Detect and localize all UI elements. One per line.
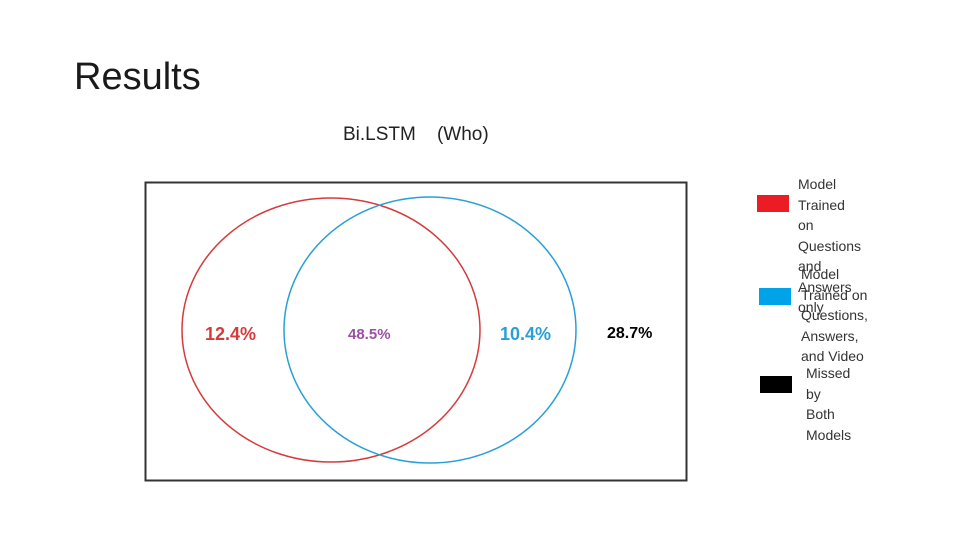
chart-title: Bi.LSTM (Who) [343,124,489,145]
legend-label-qa-line-3: Answers only [798,278,852,316]
legend-label-video: Model Trained on Questions, Answers, and… [801,264,868,367]
venn-circle-video [283,196,577,464]
venn-label-both: 48.5% [348,326,391,343]
legend-label-qa-line-2: Questions and [798,237,862,275]
legend-label-missed: Missed by Both Models [806,363,851,445]
venn-label-video-only: 10.4% [500,324,551,344]
venn-frame [144,181,688,482]
venn-label-qa-only: 12.4% [205,324,256,344]
legend-swatch-missed [760,376,792,393]
legend-swatch-qa [757,195,789,212]
legend-label-video-line-1: Model Trained on [801,266,868,303]
legend-label-qa-line-1: Model Trained on [798,176,845,233]
legend-label-missed-line-1: Missed by Both [806,365,851,422]
slide-title: Results [74,56,201,98]
venn-circle-qa [181,197,481,463]
legend-swatch-video [759,288,791,305]
legend-label-video-line-2: Questions, Answers, [801,307,868,344]
legend-label-qa: Model Trained on Questions and Answers o… [798,174,861,318]
legend-label-missed-line-2: Models [806,426,852,443]
legend-label-video-line-3: and Video [801,348,864,364]
venn-label-missed-both: 28.7% [607,325,652,342]
